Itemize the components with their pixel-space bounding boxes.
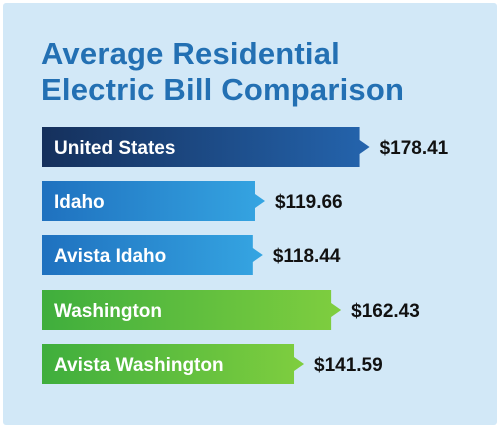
value-label-washington: $162.43 — [351, 301, 420, 322]
bar-washington — [42, 290, 342, 330]
bar-idaho — [42, 181, 265, 221]
chart-title-line-1: Average Residential — [41, 36, 340, 71]
value-label-avista-idaho: $118.44 — [273, 246, 341, 267]
chart-title-line-2: Electric Bill Comparison — [41, 72, 405, 107]
value-label-idaho: $119.66 — [275, 192, 343, 213]
value-label-avista-washington: $141.59 — [314, 355, 383, 376]
bar-avista-washington — [42, 344, 305, 384]
bar-avista-idaho — [42, 235, 263, 275]
value-label-united-states: $178.41 — [380, 138, 449, 159]
bar-label-idaho: Idaho — [54, 192, 105, 213]
bar-united-states — [42, 127, 370, 167]
bar-label-washington: Washington — [54, 301, 162, 322]
bar-label-avista-washington: Avista Washington — [54, 355, 224, 376]
bar-label-united-states: United States — [54, 138, 175, 159]
chart-title: Average Residential Electric Bill Compar… — [41, 36, 404, 108]
bar-label-avista-idaho: Avista Idaho — [54, 246, 166, 267]
